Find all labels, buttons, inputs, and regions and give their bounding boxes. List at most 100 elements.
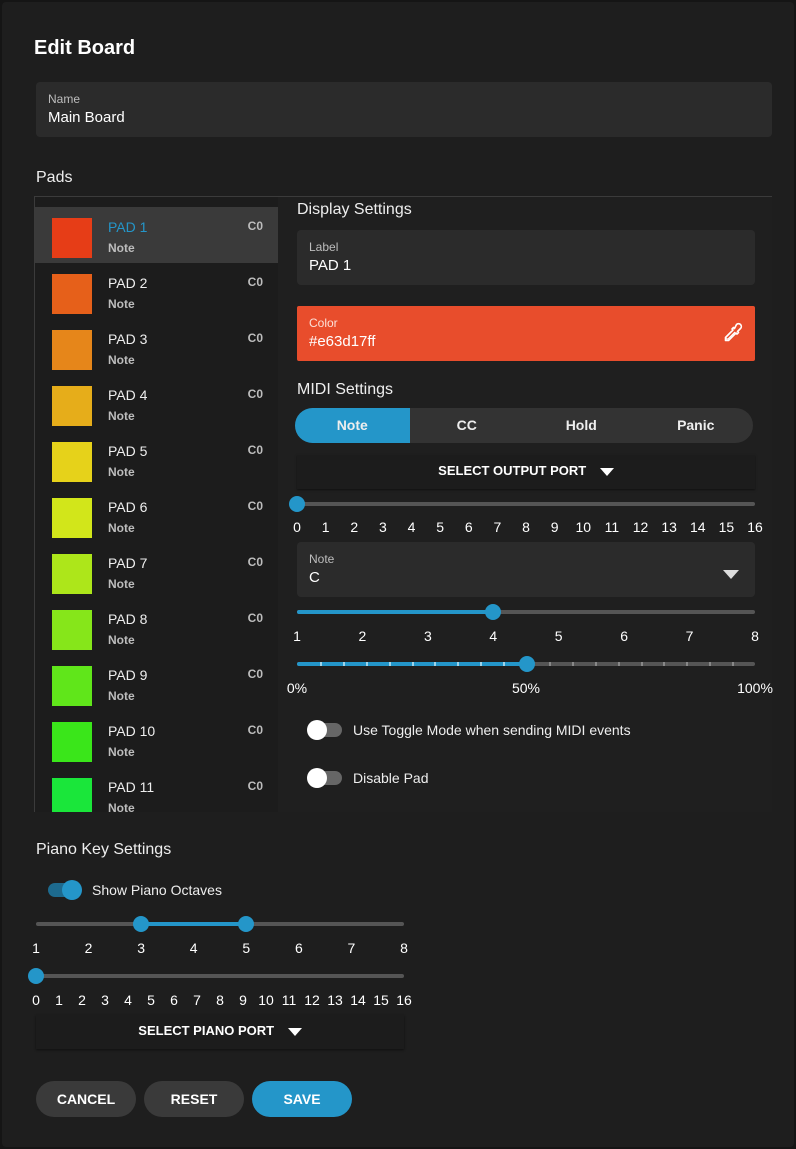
pad-note: C0 (247, 499, 263, 513)
tick-label: 2 (78, 992, 86, 1008)
pad-name: PAD 7 (108, 555, 148, 571)
pad-note: C0 (247, 779, 263, 793)
tick-label: 6 (464, 519, 473, 535)
tick-label: 8 (400, 940, 408, 956)
pad-list-item[interactable]: PAD 3 Note C0 (35, 319, 278, 375)
pad-color-swatch (52, 386, 92, 426)
velocity-step-mark (732, 662, 735, 666)
pad-type: Note (108, 689, 135, 703)
color-field[interactable]: Color #e63d17ff (297, 306, 755, 361)
pad-name: PAD 8 (108, 611, 148, 627)
octave-slider-fill (297, 610, 493, 614)
select-output-port-button[interactable]: SELECT OUTPUT PORT (297, 455, 755, 489)
caret-down-icon (287, 1024, 302, 1039)
tick-label: 5 (242, 940, 251, 956)
midi-channel-slider-thumb[interactable] (289, 496, 305, 512)
piano-octave-low-thumb[interactable] (133, 916, 149, 932)
velocity-step-mark (686, 662, 689, 666)
pad-list-item[interactable]: PAD 8 Note C0 (35, 599, 278, 655)
velocity-step-mark (709, 662, 712, 666)
tick-label: 100% (737, 680, 773, 696)
pad-type: Note (108, 633, 135, 647)
pad-name: PAD 11 (108, 779, 155, 795)
piano-key-settings-heading: Piano Key Settings (36, 841, 172, 858)
tick-label: 6 (620, 628, 629, 644)
tick-label: 14 (689, 519, 706, 535)
pad-type: Note (108, 745, 135, 759)
eyedropper-icon[interactable] (721, 322, 743, 344)
pad-list-item[interactable]: PAD 10 Note C0 (35, 711, 278, 767)
cancel-button[interactable]: CANCEL (36, 1081, 136, 1117)
pad-note: C0 (247, 387, 263, 401)
select-piano-port-button[interactable]: SELECT PIANO PORT (36, 1015, 404, 1049)
pad-type: Note (108, 297, 135, 311)
tick-label: 2 (358, 628, 367, 644)
pad-list-item[interactable]: PAD 1 Note C0 (35, 207, 278, 263)
pad-list-item[interactable]: PAD 7 Note C0 (35, 543, 278, 599)
octave-slider[interactable] (297, 610, 755, 614)
disable-pad-switch[interactable]: Disable Pad (307, 767, 507, 789)
velocity-step-mark (388, 662, 391, 666)
pad-name: PAD 5 (108, 443, 148, 459)
pad-list-item[interactable]: PAD 2 Note C0 (35, 263, 278, 319)
pad-name: PAD 9 (108, 667, 148, 683)
velocity-step-mark (663, 662, 666, 666)
tick-label: 16 (747, 519, 763, 535)
tick-label: 7 (493, 519, 502, 535)
show-octaves-label: Show Piano Octaves (92, 882, 222, 898)
pad-color-swatch (52, 666, 92, 706)
show-piano-octaves-switch[interactable]: Show Piano Octaves (46, 879, 286, 901)
tick-label: 0% (286, 680, 308, 696)
pad-list-item[interactable]: PAD 11 Note C0 (35, 767, 278, 812)
tick-label: 8 (216, 992, 224, 1008)
velocity-step-mark (434, 662, 437, 666)
tick-label: 6 (294, 940, 303, 956)
pad-note: C0 (247, 667, 263, 681)
pad-list-item[interactable]: PAD 6 Note C0 (35, 487, 278, 543)
octave-slider-thumb[interactable] (485, 604, 501, 620)
pad-list-item[interactable]: PAD 5 Note C0 (35, 431, 278, 487)
label-field[interactable]: Label PAD 1 (297, 230, 755, 285)
pad-list[interactable]: PAD 1 Note C0 PAD 2 Note C0 PAD 3 Note C0 PAD 4 No… (34, 196, 279, 812)
dialog-title: Edit Board (34, 37, 136, 59)
pad-note: C0 (247, 275, 263, 289)
tick-label: 14 (350, 992, 366, 1008)
pad-name: PAD 4 (108, 387, 148, 403)
tick-label: 50% (511, 680, 541, 696)
show-octaves-knob[interactable] (62, 880, 82, 900)
pad-note: C0 (247, 555, 263, 569)
pad-list-item[interactable]: PAD 9 Note C0 (35, 655, 278, 711)
mode-panic-button[interactable]: Panic (677, 417, 715, 433)
midi-mode-selector[interactable]: Note CC Hold Panic (295, 408, 753, 443)
save-button[interactable]: SAVE (252, 1081, 352, 1117)
tick-label: 3 (137, 940, 146, 956)
name-field[interactable]: Name Main Board (36, 82, 772, 137)
velocity-step-mark (319, 662, 322, 666)
disable-pad-knob[interactable] (307, 768, 327, 788)
mode-hold-button[interactable]: Hold (565, 417, 597, 433)
piano-channel-slider-thumb[interactable] (28, 968, 44, 984)
tick-label: 9 (550, 519, 559, 535)
piano-channel-slider[interactable] (36, 974, 404, 978)
pad-name: PAD 10 (108, 723, 156, 739)
pad-list-item[interactable]: PAD 4 Note C0 (35, 375, 278, 431)
toggle-mode-knob[interactable] (307, 720, 327, 740)
velocity-step-mark (480, 662, 483, 666)
tick-label: 2 (84, 940, 93, 956)
piano-octave-high-thumb[interactable] (238, 916, 254, 932)
note-select[interactable]: Note C (297, 542, 755, 597)
mode-note-button[interactable]: Note (295, 408, 410, 443)
tick-label: 7 (685, 628, 694, 644)
tick-label: 2 (350, 519, 359, 535)
pad-type: Note (108, 241, 135, 255)
note-select-value: C (309, 569, 320, 586)
label-field-value: PAD 1 (309, 257, 352, 274)
pad-color-swatch (52, 442, 92, 482)
midi-channel-slider[interactable] (297, 502, 755, 506)
tick-label: 15 (373, 992, 389, 1008)
reset-button[interactable]: RESET (144, 1081, 244, 1117)
mode-cc-button[interactable]: CC (456, 417, 477, 433)
toggle-mode-switch[interactable]: Use Toggle Mode when sending MIDI events (307, 719, 647, 741)
note-select-label: Note (309, 552, 335, 566)
velocity-slider-thumb[interactable] (519, 656, 535, 672)
